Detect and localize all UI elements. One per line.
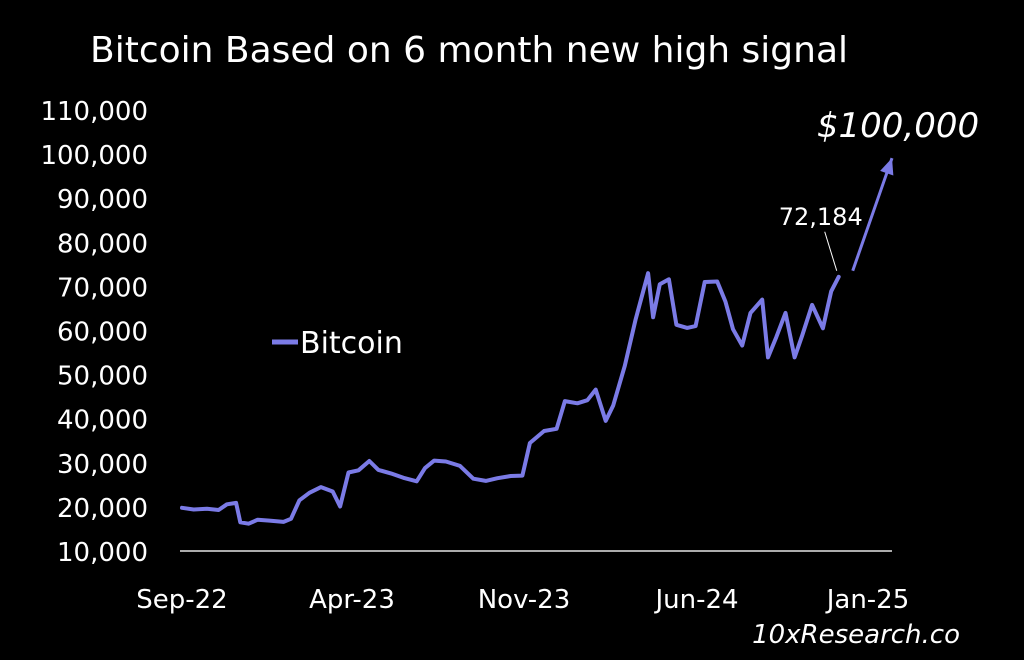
annotation-leader bbox=[824, 231, 838, 271]
y-tick-label: 60,000 bbox=[57, 318, 148, 348]
annotations: 72,184 $100,000 bbox=[779, 106, 979, 272]
y-tick-label: 110,000 bbox=[40, 97, 148, 127]
projection-arrow bbox=[851, 157, 894, 272]
y-tick-label: 10,000 bbox=[57, 538, 148, 568]
y-tick-label: 30,000 bbox=[57, 450, 148, 480]
annotation-target-value: $100,000 bbox=[817, 106, 979, 146]
annotation-last-value: 72,184 bbox=[779, 203, 863, 231]
series-layer bbox=[180, 271, 841, 526]
y-tick-label: 40,000 bbox=[57, 406, 148, 436]
x-tick-label: Jun-24 bbox=[653, 585, 738, 615]
y-tick-label: 50,000 bbox=[57, 362, 148, 392]
y-tick-label: 100,000 bbox=[40, 141, 148, 171]
x-tick-label: Apr-23 bbox=[309, 585, 395, 615]
x-tick-label: Nov-23 bbox=[478, 585, 571, 615]
y-tick-label: 70,000 bbox=[57, 273, 148, 303]
legend: Bitcoin bbox=[272, 326, 403, 361]
series-line-bitcoin bbox=[180, 271, 841, 526]
y-tick-label: 90,000 bbox=[57, 185, 148, 215]
x-tick-label: Jan-25 bbox=[825, 585, 910, 615]
y-tick-label: 20,000 bbox=[57, 494, 148, 524]
y-axis: 10,000 20,000 30,000 40,000 50,000 60,000 70,0… bbox=[40, 97, 148, 568]
projection-arrowhead bbox=[880, 158, 894, 176]
legend-label: Bitcoin bbox=[300, 326, 403, 361]
watermark: 10xResearch.co bbox=[752, 620, 960, 650]
x-tick-label: Sep-22 bbox=[136, 585, 227, 615]
y-tick-label: 80,000 bbox=[57, 229, 148, 259]
x-axis: Sep-22 Apr-23 Nov-23 Jun-24 Jan-25 bbox=[136, 585, 909, 615]
chart-title: Bitcoin Based on 6 month new high signal bbox=[90, 30, 848, 71]
